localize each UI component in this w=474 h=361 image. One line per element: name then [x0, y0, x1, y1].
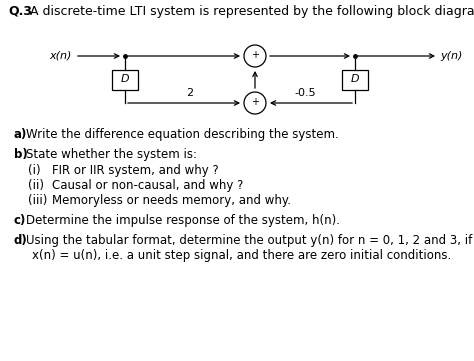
Text: (i): (i)	[28, 164, 41, 177]
Text: +: +	[251, 50, 259, 60]
Text: Q.3: Q.3	[8, 5, 32, 18]
Text: d): d)	[14, 234, 28, 247]
Text: b): b)	[14, 148, 28, 161]
Text: Causal or non-causal, and why ?: Causal or non-causal, and why ?	[52, 179, 243, 192]
Text: Write the difference equation describing the system.: Write the difference equation describing…	[26, 128, 339, 141]
Text: x(n) = u(n), i.e. a unit step signal, and there are zero initial conditions.: x(n) = u(n), i.e. a unit step signal, an…	[32, 249, 451, 262]
Text: D: D	[121, 74, 129, 84]
Text: Determine the impulse response of the system, h(n).: Determine the impulse response of the sy…	[26, 214, 340, 227]
Text: (ii): (ii)	[28, 179, 44, 192]
Text: y(n): y(n)	[440, 51, 462, 61]
Text: c): c)	[14, 214, 27, 227]
Text: State whether the system is:: State whether the system is:	[26, 148, 197, 161]
Bar	[112, 70, 138, 90]
Text: FIR or IIR system, and why ?: FIR or IIR system, and why ?	[52, 164, 219, 177]
Text: A discrete-time LTI system is represented by the following block diagram:: A discrete-time LTI system is represente…	[22, 5, 474, 18]
Text: D: D	[351, 74, 359, 84]
Text: -0.5: -0.5	[294, 88, 316, 98]
Text: Memoryless or needs memory, and why.: Memoryless or needs memory, and why.	[52, 194, 291, 207]
Text: a): a)	[14, 128, 27, 141]
Text: (iii): (iii)	[28, 194, 47, 207]
Text: 2: 2	[186, 88, 193, 98]
Text: +: +	[251, 97, 259, 107]
Text: Using the tabular format, determine the output y(n) for n = 0, 1, 2 and 3, if th: Using the tabular format, determine the …	[26, 234, 474, 247]
Text: x(n): x(n)	[50, 51, 72, 61]
Bar	[342, 70, 368, 90]
